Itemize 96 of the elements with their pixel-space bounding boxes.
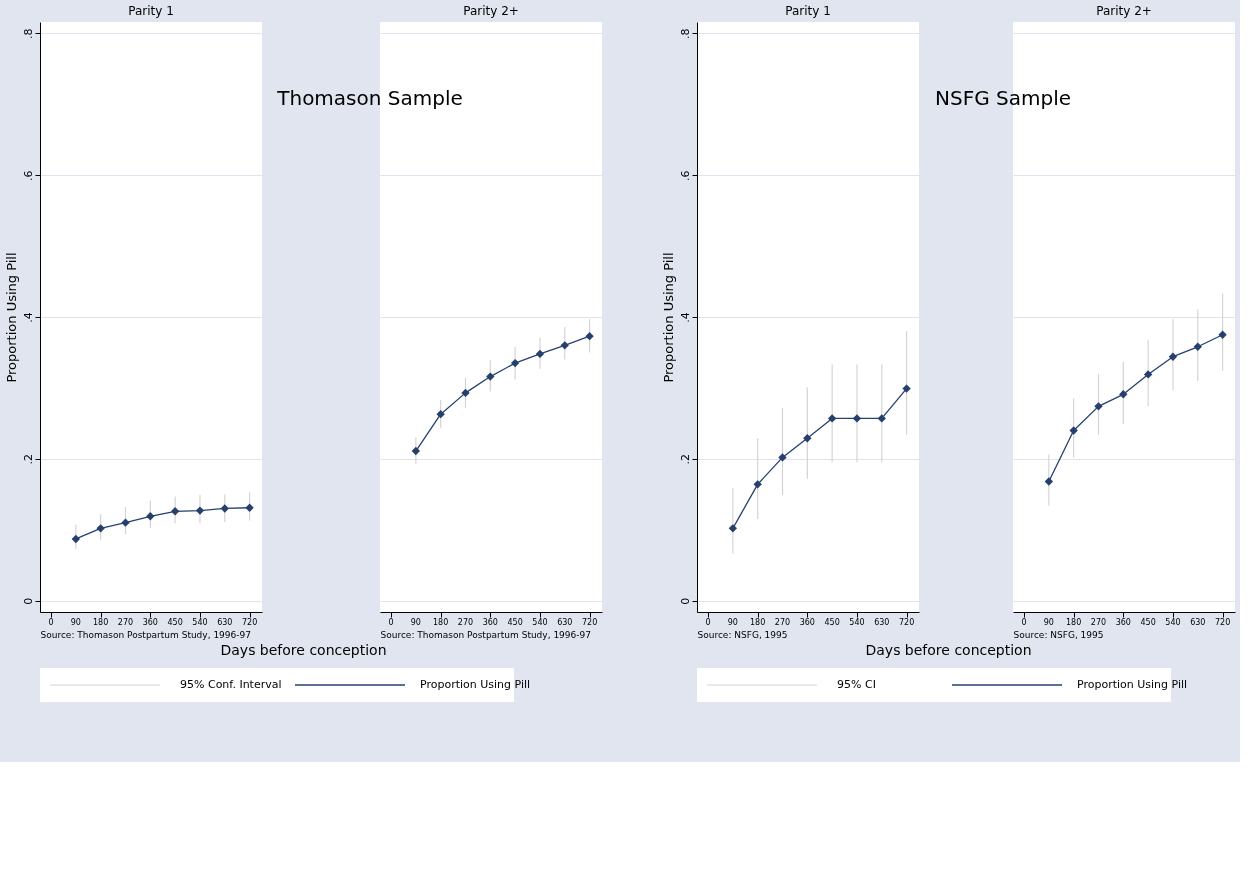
point xyxy=(96,524,105,533)
y-tick-label: .8 xyxy=(21,28,35,40)
y-tick-label: .2 xyxy=(678,454,692,465)
y-tick-label: .6 xyxy=(21,170,35,181)
chart-title: Parity 2+ xyxy=(1096,4,1152,18)
x-tick-label: 270 xyxy=(1090,618,1107,627)
point xyxy=(71,534,81,544)
chart-title: Parity 1 xyxy=(785,4,831,18)
point xyxy=(146,512,155,521)
point xyxy=(461,388,470,398)
point xyxy=(486,372,495,381)
point xyxy=(753,480,762,489)
annotation: Thomason Sample xyxy=(276,85,463,110)
x-tick-label: 450 xyxy=(507,618,523,627)
x-tick-label: 90 xyxy=(1043,618,1054,627)
y-tick-label: .8 xyxy=(678,28,692,40)
x-tick-label: 90 xyxy=(70,618,81,627)
point xyxy=(778,453,787,462)
point xyxy=(436,409,445,419)
x-tick-label: 360 xyxy=(1115,618,1131,627)
source-note: Source: NSFG, 1995 xyxy=(697,630,788,640)
x-tick-label: 180 xyxy=(93,618,109,627)
x-tick-label: 90 xyxy=(410,618,421,627)
x-tick-label: 450 xyxy=(167,618,183,627)
point xyxy=(535,349,545,359)
chart-title: Parity 2+ xyxy=(463,4,519,18)
y-tick-label: .4 xyxy=(21,312,35,323)
point xyxy=(1094,402,1103,411)
point xyxy=(510,358,520,368)
point xyxy=(1119,390,1128,399)
x-tick-label: 720 xyxy=(898,618,915,627)
point xyxy=(245,503,254,512)
point xyxy=(827,414,837,423)
y-tick-label: 0 xyxy=(678,597,692,605)
x-tick-label: 0 xyxy=(388,618,394,627)
point xyxy=(852,414,862,423)
point xyxy=(121,518,130,527)
point xyxy=(195,506,205,515)
point xyxy=(728,524,738,533)
x-tick-label: 180 xyxy=(1066,618,1082,627)
y-axis-title: Proportion Using Pill xyxy=(660,252,676,383)
point xyxy=(1218,330,1227,339)
annotation: NSFG Sample xyxy=(934,85,1072,110)
text: Proportion Using Pill xyxy=(420,678,531,691)
point xyxy=(803,434,812,443)
x-tick-label: 540 xyxy=(192,618,208,627)
x-tick-label: 630 xyxy=(557,618,573,627)
source-note: Source: Thomason Postpartum Study, 1996-97 xyxy=(380,630,591,640)
source-note: Source: NSFG, 1995 xyxy=(1013,630,1104,640)
x-tick-label: 360 xyxy=(142,618,158,627)
x-tick-label: 720 xyxy=(1214,618,1231,627)
point xyxy=(220,504,229,513)
x-axis-title: Days before conception xyxy=(220,641,387,658)
x-tick-label: 720 xyxy=(581,618,598,627)
y-tick-label: .4 xyxy=(678,312,692,323)
x-tick-label: 270 xyxy=(457,618,474,627)
x-tick-label: 0 xyxy=(1021,618,1027,627)
point xyxy=(1168,352,1178,361)
point xyxy=(170,507,180,516)
x-tick-label: 360 xyxy=(799,618,815,627)
chart-title: Parity 1 xyxy=(128,4,174,18)
point xyxy=(585,331,594,341)
point xyxy=(1069,426,1078,435)
x-tick-label: 0 xyxy=(48,618,54,627)
point xyxy=(411,446,421,456)
x-tick-label: 630 xyxy=(1190,618,1206,627)
point xyxy=(1143,370,1153,379)
x-tick-label: 180 xyxy=(750,618,766,627)
x-tick-label: 540 xyxy=(1165,618,1181,627)
x-tick-label: 180 xyxy=(433,618,449,627)
x-tick-label: 450 xyxy=(824,618,840,627)
y-axis-title: Proportion Using Pill xyxy=(3,252,19,383)
point xyxy=(1044,477,1054,486)
text: 95% CI xyxy=(837,678,876,691)
y-tick-label: 0 xyxy=(21,597,35,605)
x-tick-label: 540 xyxy=(532,618,548,627)
x-tick-label: 630 xyxy=(874,618,890,627)
x-axis-title: Days before conception xyxy=(865,641,1032,658)
point xyxy=(1193,342,1202,351)
source-note: Source: Thomason Postpartum Study, 1996-97 xyxy=(40,630,251,640)
x-tick-label: 270 xyxy=(774,618,791,627)
x-tick-label: 540 xyxy=(849,618,865,627)
x-tick-label: 0 xyxy=(705,618,711,627)
point xyxy=(902,384,911,393)
point xyxy=(877,414,886,423)
point xyxy=(560,341,569,350)
x-tick-label: 90 xyxy=(727,618,738,627)
x-tick-label: 270 xyxy=(117,618,134,627)
x-tick-label: 630 xyxy=(217,618,233,627)
y-tick-label: .2 xyxy=(21,454,35,465)
x-tick-label: 720 xyxy=(241,618,258,627)
x-tick-label: 360 xyxy=(482,618,498,627)
x-tick-label: 450 xyxy=(1140,618,1156,627)
text: 95% Conf. Interval xyxy=(180,678,282,691)
y-tick-label: .6 xyxy=(678,170,692,181)
text: Proportion Using Pill xyxy=(1077,678,1188,691)
